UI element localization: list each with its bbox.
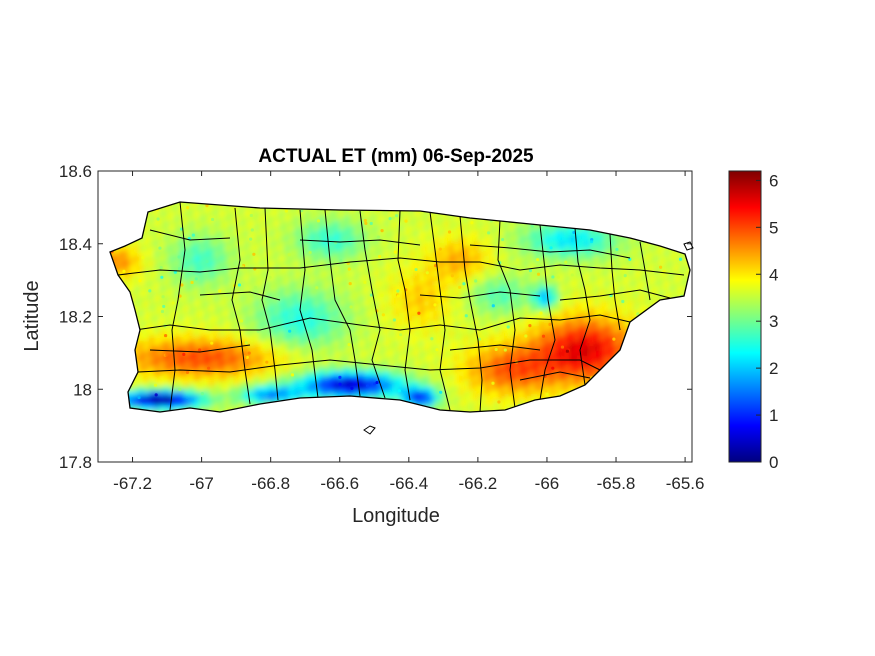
colorbar-tick-label: 0 (769, 453, 778, 472)
colorbar-tick-label: 3 (769, 312, 778, 331)
colorbar-tick-label: 2 (769, 359, 778, 378)
y-tick-label: 18 (73, 380, 92, 399)
x-tick-label: -66.8 (251, 474, 290, 493)
x-axis-ticks: -67.2 -67 -66.8 -66.6 -66.4 -66.2 -66 -65.8 -65.… (113, 171, 704, 493)
map-title: ACTUAL ET (mm) 06-Sep-2025 (258, 146, 534, 167)
colorbar-tick-label: 6 (769, 171, 778, 190)
x-tick-label: -67.2 (113, 474, 152, 493)
x-tick-label: -66 (535, 474, 560, 493)
colorbar-tick-label: 5 (769, 218, 778, 237)
y-axis-label: Latitude (21, 280, 43, 351)
x-axis-label: Longitude (352, 505, 440, 527)
colorbar (728, 170, 762, 463)
y-tick-label: 17.8 (59, 453, 92, 472)
municipality-boundaries (117, 202, 685, 412)
x-tick-label: -65.6 (666, 474, 705, 493)
x-tick-label: -66.4 (389, 474, 428, 493)
colorbar-ticks: 0 1 2 3 4 5 6 (756, 171, 778, 472)
y-tick-label: 18.2 (59, 308, 92, 327)
x-tick-label: -67 (189, 474, 214, 493)
island-coastline (109, 201, 691, 413)
x-tick-label: -65.8 (597, 474, 636, 493)
y-axis-ticks: 17.8 18 18.2 18.4 18.6 (59, 162, 692, 472)
colorbar-tick-label: 4 (769, 265, 778, 284)
islet-south (363, 425, 376, 435)
colorbar-tick-label: 1 (769, 406, 778, 425)
x-tick-label: -66.2 (459, 474, 498, 493)
islet-east (683, 241, 694, 251)
y-tick-label: 18.4 (59, 235, 92, 254)
y-tick-label: 18.6 (59, 162, 92, 181)
x-tick-label: -66.6 (320, 474, 359, 493)
